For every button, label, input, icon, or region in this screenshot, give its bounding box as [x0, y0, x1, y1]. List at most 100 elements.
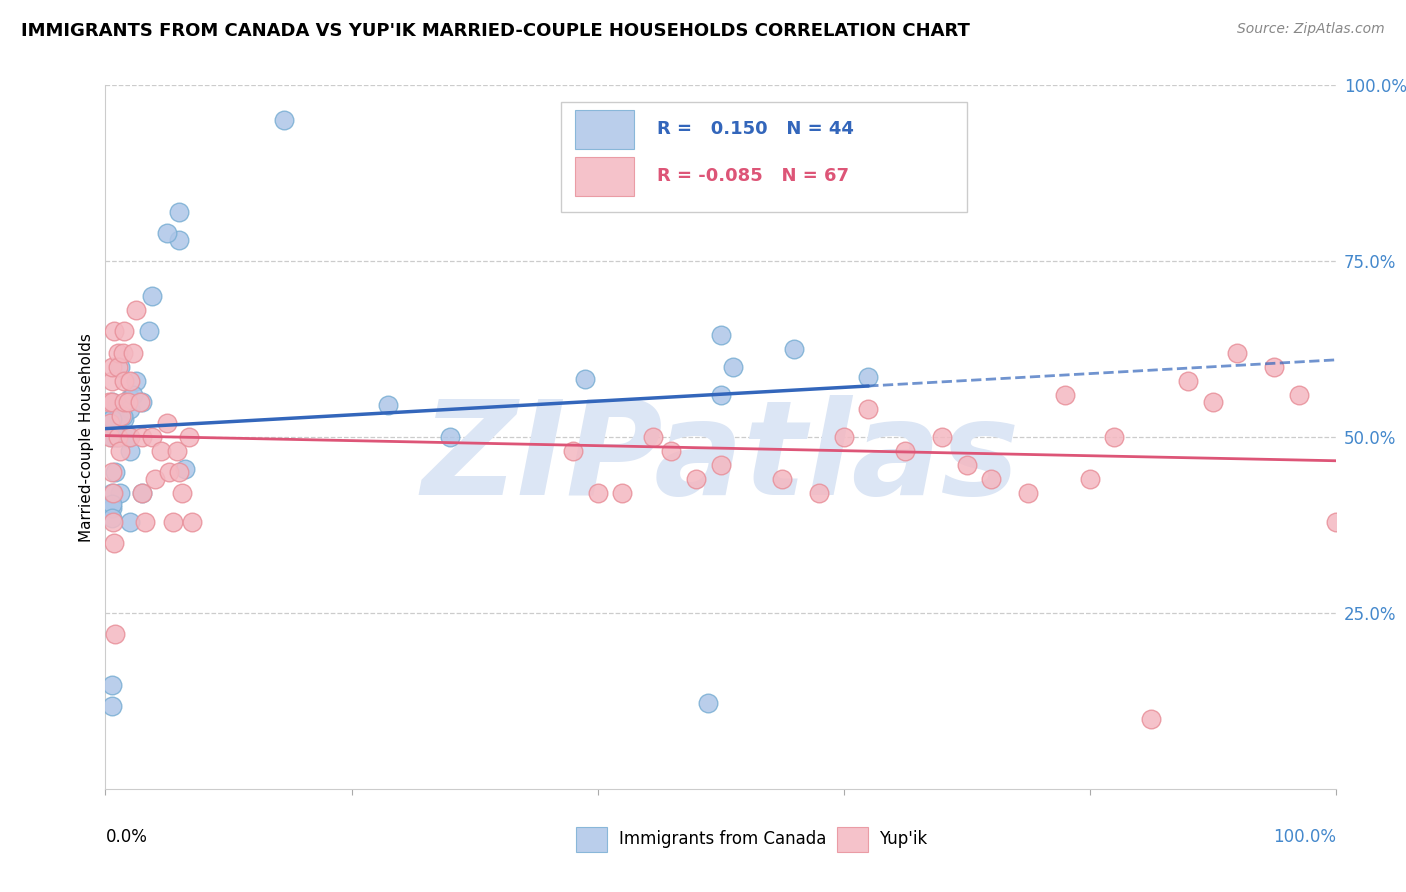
Point — [110, 486, 132, 500]
Point — [125, 303, 148, 318]
Point — [138, 325, 160, 339]
Text: 100.0%: 100.0% — [1272, 828, 1336, 847]
Point — [103, 325, 125, 339]
Point — [107, 430, 129, 444]
Point — [783, 342, 806, 356]
Point — [1102, 430, 1125, 444]
FancyBboxPatch shape — [561, 103, 967, 211]
Point — [162, 515, 184, 529]
Point — [120, 515, 141, 529]
Point — [710, 458, 733, 473]
Text: 0.0%: 0.0% — [105, 828, 148, 847]
Point — [98, 416, 122, 430]
Point — [100, 359, 122, 374]
Point — [120, 374, 141, 388]
Point — [169, 466, 191, 480]
Point — [110, 444, 132, 458]
Point — [770, 472, 793, 486]
Point — [104, 466, 127, 480]
Point — [141, 430, 163, 444]
Point — [107, 430, 129, 444]
Text: IMMIGRANTS FROM CANADA VS YUP'IK MARRIED-COUPLE HOUSEHOLDS CORRELATION CHART: IMMIGRANTS FROM CANADA VS YUP'IK MARRIED… — [21, 22, 970, 40]
Text: Yup'ik: Yup'ik — [879, 830, 927, 848]
Point — [832, 430, 855, 444]
Point — [111, 345, 134, 359]
Point — [110, 409, 132, 423]
Point — [98, 394, 121, 409]
Point — [112, 412, 135, 426]
Point — [1054, 388, 1077, 402]
Point — [100, 430, 122, 444]
FancyBboxPatch shape — [575, 110, 634, 148]
Text: Source: ZipAtlas.com: Source: ZipAtlas.com — [1237, 22, 1385, 37]
Point — [439, 430, 461, 444]
Point — [1263, 359, 1285, 374]
Point — [100, 497, 122, 511]
Point — [1202, 394, 1225, 409]
Point — [100, 699, 122, 714]
Text: Immigrants from Canada: Immigrants from Canada — [619, 830, 825, 848]
Point — [101, 515, 124, 529]
Point — [586, 486, 609, 500]
Point — [143, 472, 166, 486]
Point — [134, 515, 156, 529]
Point — [1288, 388, 1310, 402]
Point — [149, 444, 172, 458]
Point — [120, 444, 141, 458]
Point — [131, 486, 153, 500]
Point — [98, 430, 122, 444]
Point — [721, 359, 744, 374]
Point — [697, 697, 720, 711]
Point — [129, 394, 152, 409]
Point — [100, 374, 122, 388]
Point — [100, 412, 122, 426]
Point — [120, 401, 141, 416]
Point — [685, 472, 707, 486]
Point — [141, 289, 163, 303]
Point — [107, 409, 129, 423]
Point — [125, 374, 148, 388]
Point — [104, 430, 127, 444]
FancyBboxPatch shape — [575, 157, 634, 195]
Point — [956, 458, 979, 473]
Point — [980, 472, 1002, 486]
Point — [562, 444, 585, 458]
Point — [174, 462, 197, 476]
Point — [112, 374, 135, 388]
Point — [710, 327, 733, 342]
Point — [100, 394, 122, 409]
Point — [1017, 486, 1039, 500]
Point — [858, 370, 880, 384]
Point — [117, 394, 139, 409]
Point — [120, 430, 141, 444]
Point — [931, 430, 953, 444]
Point — [112, 325, 135, 339]
Point — [894, 444, 917, 458]
Point — [131, 394, 153, 409]
Point — [100, 486, 122, 500]
Point — [170, 486, 193, 500]
Point — [120, 392, 141, 406]
Point — [610, 486, 633, 500]
Point — [156, 226, 179, 240]
Point — [1226, 345, 1249, 359]
Point — [156, 416, 179, 430]
Point — [169, 233, 191, 247]
Point — [641, 430, 664, 444]
Text: ZIPatlas: ZIPatlas — [422, 395, 1019, 522]
Point — [1324, 515, 1347, 529]
Point — [179, 430, 201, 444]
Point — [661, 444, 683, 458]
Point — [100, 500, 122, 515]
Point — [104, 627, 127, 641]
Point — [101, 486, 124, 500]
Point — [377, 398, 399, 412]
Point — [273, 113, 295, 128]
Point — [169, 204, 191, 219]
Point — [807, 486, 830, 500]
Point — [166, 444, 188, 458]
Point — [107, 359, 129, 374]
Text: R =   0.150   N = 44: R = 0.150 N = 44 — [657, 120, 853, 138]
Point — [111, 409, 134, 423]
Point — [112, 430, 135, 444]
